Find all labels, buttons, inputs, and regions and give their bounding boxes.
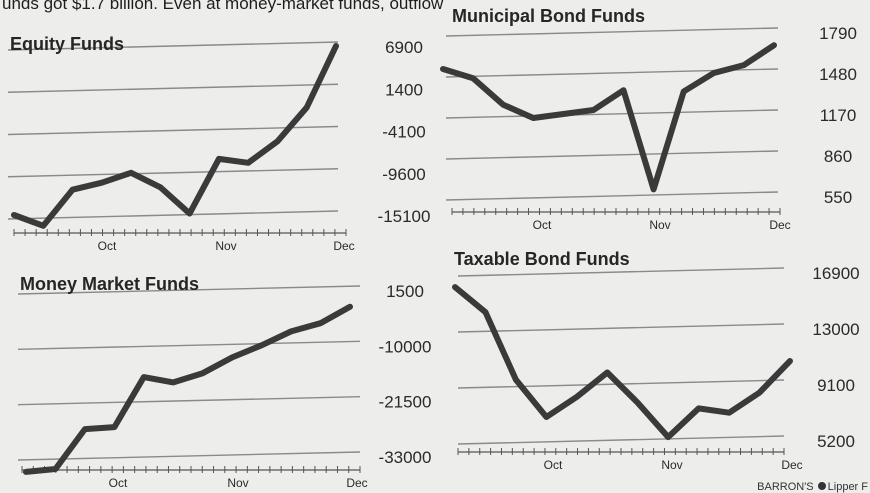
y-tick-label: -10000 xyxy=(379,337,432,356)
x-tick-label: Nov xyxy=(215,239,236,253)
series-line xyxy=(26,307,350,472)
source-credit: BARRON'S Lipper F xyxy=(757,481,868,493)
series-line xyxy=(455,287,790,437)
x-tick-label: Oct xyxy=(98,239,117,253)
chart-title: Municipal Bond Funds xyxy=(452,6,645,26)
series-line xyxy=(14,46,336,226)
x-tick-label: Dec xyxy=(781,458,802,472)
y-tick-label: 550 xyxy=(824,188,852,207)
x-tick-label: Dec xyxy=(769,218,790,232)
y-tick-label: 1790 xyxy=(819,24,857,43)
x-tick-label: Nov xyxy=(649,218,670,232)
x-tick-label: Oct xyxy=(533,218,552,232)
chart-title: Money Market Funds xyxy=(20,274,199,294)
x-tick-label: Nov xyxy=(227,476,248,490)
x-tick-label: Oct xyxy=(544,458,563,472)
y-tick-label: 5200 xyxy=(817,432,855,451)
y-tick-label: 1170 xyxy=(820,106,857,125)
bullet-icon xyxy=(818,482,826,490)
x-tick-label: Dec xyxy=(333,239,354,253)
y-tick-label: -9600 xyxy=(382,165,425,184)
y-tick-label: 16900 xyxy=(812,264,859,283)
gridline xyxy=(446,192,778,200)
y-tick-label: 9100 xyxy=(817,376,855,395)
gridline xyxy=(446,110,778,118)
y-tick-label: -4100 xyxy=(382,123,425,142)
y-tick-label: 13000 xyxy=(812,320,859,339)
gridline xyxy=(18,341,360,349)
y-tick-label: 6900 xyxy=(385,38,423,57)
gridline xyxy=(458,268,784,276)
y-tick-label: 1500 xyxy=(386,282,424,301)
chart-panel: 16900 13000 9100 5200 Oct Nov Dec Taxable Bond … xyxy=(454,249,860,472)
gridline xyxy=(8,84,338,92)
x-tick-label: Dec xyxy=(346,476,367,490)
y-tick-label: 1480 xyxy=(819,65,857,84)
y-tick-label: -33000 xyxy=(379,448,432,467)
source-credit-label: BARRON'S xyxy=(757,481,814,493)
x-tick-label: Oct xyxy=(109,476,128,490)
gridline xyxy=(446,28,778,36)
chart-title: Equity Funds xyxy=(10,34,124,54)
chart-panel: 1500 -10000 -21500 -33000 Oct Nov Dec Money Mar… xyxy=(18,274,431,490)
gridline xyxy=(8,169,338,177)
source-credit-label-2: Lipper F xyxy=(828,481,868,493)
chart-panel: 6900 1400 -4100 -9600 -15100 Oct Nov Dec Equity … xyxy=(8,34,430,253)
y-tick-label: -15100 xyxy=(378,207,431,226)
y-tick-label: 1400 xyxy=(385,80,423,99)
x-tick-label: Nov xyxy=(661,458,682,472)
gridline xyxy=(18,397,360,405)
gridline xyxy=(458,324,784,332)
gridline xyxy=(458,436,784,444)
y-tick-label: -21500 xyxy=(379,393,432,412)
chart-panel: 1790 1480 1170 860 550 Oct Nov Dec Municipal Bon… xyxy=(443,6,857,232)
gridline xyxy=(446,151,778,159)
y-tick-label: 860 xyxy=(824,147,852,166)
chart-title: Taxable Bond Funds xyxy=(454,249,630,269)
